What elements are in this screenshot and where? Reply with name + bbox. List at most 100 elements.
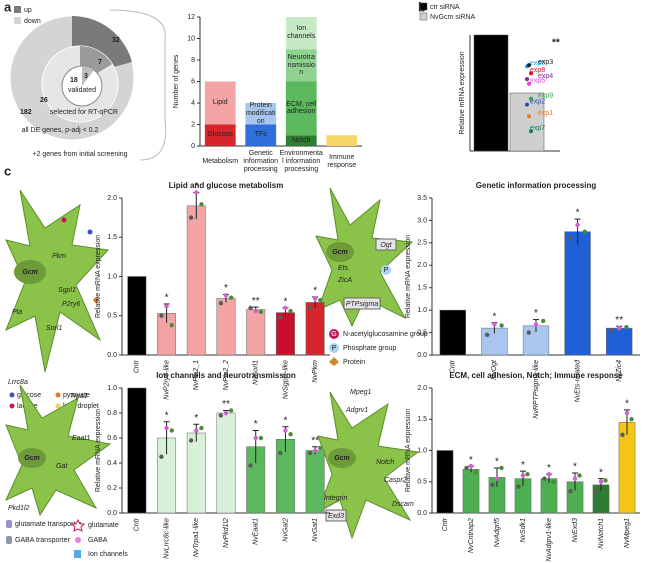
bar bbox=[216, 412, 236, 514]
bar-segment bbox=[326, 135, 358, 146]
segment-label: ECM, cell adhesion bbox=[286, 100, 317, 116]
legend-label: glutamate transporter bbox=[15, 521, 82, 528]
bar bbox=[186, 205, 206, 356]
point-label: exp4 bbox=[538, 73, 553, 80]
significance: * bbox=[625, 399, 629, 410]
replicate-dot bbox=[312, 296, 318, 301]
y-tick-label: 0.0 bbox=[107, 510, 117, 517]
cell-label: P bbox=[384, 267, 389, 274]
bar bbox=[186, 432, 206, 514]
legend-symbol bbox=[329, 357, 339, 366]
y-tick-label: 1.0 bbox=[417, 447, 427, 454]
point-label: exp6 bbox=[530, 60, 545, 67]
point-label: exp2 bbox=[530, 98, 545, 105]
y-tick-label: 2.5 bbox=[417, 240, 427, 247]
replicate-dot bbox=[572, 476, 578, 481]
replicate-dot bbox=[164, 425, 169, 431]
replicate-dot bbox=[199, 202, 204, 207]
y-axis-label: Relative mRNA expression bbox=[405, 235, 412, 318]
legend-label: glutamate bbox=[88, 522, 119, 529]
x-tick-label: NvSgpl1-like bbox=[282, 360, 289, 399]
ring-label: validated bbox=[68, 87, 96, 94]
replicate-dot bbox=[603, 478, 608, 483]
cell bbox=[4, 384, 112, 517]
y-tick-label: 8 bbox=[191, 57, 195, 64]
bar bbox=[127, 276, 147, 356]
legend-label: Ion channels bbox=[88, 551, 128, 558]
replicate-dot bbox=[624, 324, 629, 330]
segment-label: Lipid bbox=[212, 99, 228, 107]
nucleus bbox=[14, 260, 46, 284]
replicate-dot bbox=[194, 428, 199, 433]
legend-symbol bbox=[329, 343, 339, 353]
replicate-dot bbox=[520, 473, 526, 478]
cell-label: Gat bbox=[56, 463, 68, 470]
x-tick-label: NvZic4 bbox=[616, 360, 623, 382]
significance: * bbox=[573, 462, 577, 473]
x-tick-label: NvPkm bbox=[312, 360, 319, 383]
replicate-dot bbox=[248, 463, 253, 468]
significance: ** bbox=[615, 315, 623, 326]
replicate-dot bbox=[577, 473, 582, 478]
significance: * bbox=[194, 413, 198, 424]
x-tick-label: NvSdk1 bbox=[520, 518, 527, 543]
ring-label: selected for RT-qPCR bbox=[50, 109, 118, 116]
x-tick-label: Immune response bbox=[327, 154, 357, 169]
significance: ** bbox=[311, 435, 319, 446]
y-tick-label: 2.0 bbox=[417, 262, 427, 269]
x-tick-label: Cntr bbox=[134, 359, 141, 373]
significance: * bbox=[283, 297, 287, 308]
replicate-dot bbox=[199, 425, 204, 431]
y-axis-label: Number of genes bbox=[173, 54, 180, 108]
replicate-dot bbox=[218, 413, 224, 418]
y-tick-label: 0 bbox=[191, 143, 195, 150]
bar bbox=[473, 34, 509, 152]
bar bbox=[216, 298, 236, 356]
data-point bbox=[529, 129, 533, 134]
bar-segment bbox=[285, 17, 317, 50]
point-label: exp8 bbox=[530, 67, 545, 74]
data-point bbox=[527, 63, 531, 68]
data-point bbox=[529, 96, 533, 101]
replicate-dot bbox=[464, 465, 469, 471]
legend-label: GABA transporter bbox=[15, 537, 71, 544]
cell-label: Ets bbox=[338, 265, 349, 272]
replicate-dot bbox=[312, 448, 318, 453]
cell-label: Mpeg1 bbox=[350, 389, 372, 396]
replicate-dot bbox=[546, 472, 552, 477]
y-tick-label: 0.0 bbox=[417, 352, 427, 359]
segment-label: Glucose bbox=[207, 131, 234, 139]
replicate-dot bbox=[594, 488, 599, 494]
x-tick-label: NvEts-related bbox=[574, 359, 581, 403]
molecule bbox=[93, 297, 99, 303]
bar-segment bbox=[204, 81, 236, 125]
cell-label: Pkd1l2 bbox=[8, 505, 30, 512]
replicate-dot bbox=[188, 215, 194, 220]
y-tick-label: 0.5 bbox=[107, 313, 117, 320]
bar-segment bbox=[245, 103, 277, 125]
bar-segment bbox=[285, 135, 317, 146]
chart-title: Ion channels and neurotransmission bbox=[156, 371, 296, 380]
replicate-dot bbox=[582, 229, 588, 234]
x-tick-label: NvPkd1l2 bbox=[223, 518, 230, 548]
cell bbox=[5, 189, 110, 373]
replicate-dot bbox=[188, 438, 194, 443]
x-tick-label: NvEaat1 bbox=[253, 518, 260, 545]
significance: * bbox=[469, 455, 473, 466]
molecule bbox=[61, 217, 67, 223]
significance: * bbox=[224, 283, 228, 294]
count: 3 bbox=[84, 73, 88, 80]
bar bbox=[436, 450, 454, 514]
x-tick-label: Environmental information processing bbox=[279, 150, 323, 173]
legend-swatch bbox=[419, 12, 428, 21]
bar-segment bbox=[245, 124, 277, 146]
x-tick-label: NvTrpa1-like bbox=[193, 518, 200, 557]
replicate-dot bbox=[288, 432, 293, 437]
replicate-dot bbox=[253, 435, 258, 441]
replicate-dot bbox=[526, 330, 531, 335]
legend-label: Protein bbox=[343, 359, 365, 366]
cell-label: Gcm bbox=[24, 455, 40, 462]
x-tick-label: NvPla2_2 bbox=[223, 360, 230, 390]
x-tick-label: NvLrrc8c-like bbox=[163, 518, 170, 559]
